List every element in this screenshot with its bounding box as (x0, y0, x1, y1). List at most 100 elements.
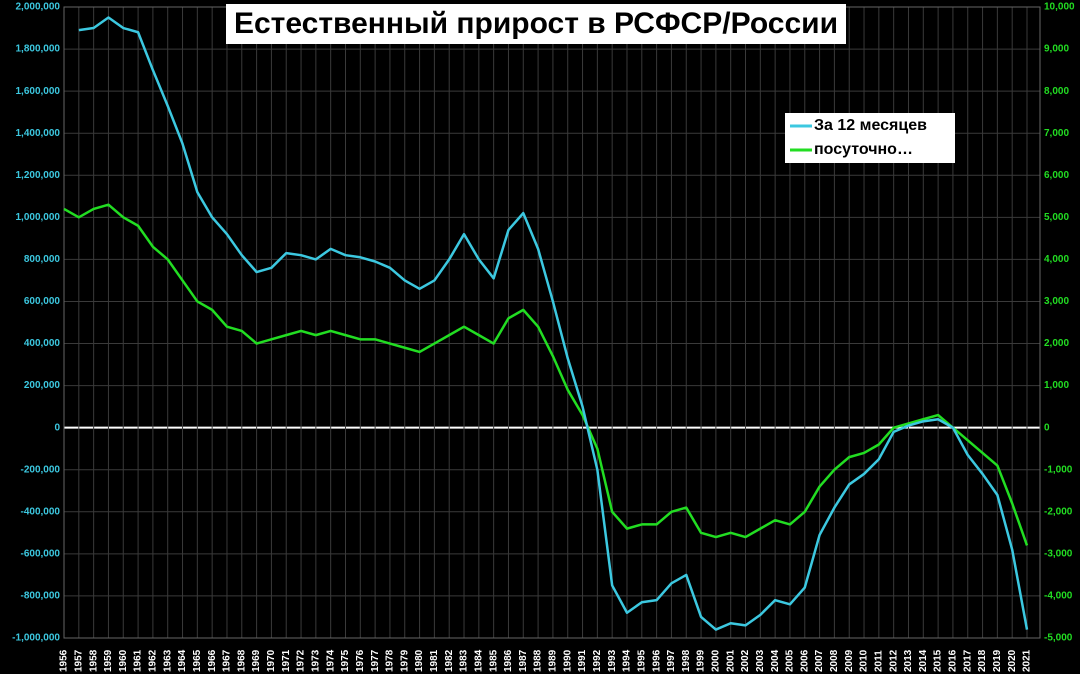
y-tick-label: 1,200,000 (16, 170, 61, 181)
x-tick-label: 2010 (859, 649, 870, 672)
x-tick-label: 1990 (562, 649, 573, 672)
x-tick-label: 1995 (636, 649, 647, 672)
x-tick-label: 1979 (399, 649, 410, 672)
x-tick-label: 2013 (903, 649, 914, 672)
x-tick-label: 2004 (770, 649, 781, 672)
x-tick-label: 1989 (548, 649, 559, 672)
y2-tick-label: 1,000 (1044, 380, 1069, 391)
x-tick-label: 2003 (755, 649, 766, 672)
y2-tick-label: -4,000 (1044, 591, 1073, 602)
x-tick-label: 1971 (281, 649, 292, 672)
y2-tick-label: -2,000 (1044, 506, 1073, 517)
x-tick-label: 1973 (311, 649, 322, 672)
x-tick-label: 1974 (325, 649, 336, 672)
x-tick-label: 2020 (1007, 649, 1018, 672)
x-tick-label: 1968 (236, 649, 247, 672)
y-tick-label: -400,000 (21, 506, 61, 517)
y-tick-label: 0 (54, 422, 60, 433)
x-tick-label: 1966 (207, 649, 218, 672)
y2-tick-label: -5,000 (1044, 633, 1073, 644)
legend (785, 113, 955, 163)
x-tick-label: 1956 (59, 649, 70, 672)
grid (63, 6, 1041, 639)
x-tick-label: 1997 (666, 649, 677, 672)
y-tick-label: -600,000 (21, 549, 61, 560)
y2-tick-label: 4,000 (1044, 254, 1069, 265)
x-tick-label: 1992 (592, 649, 603, 672)
legend-label: посуточно… (814, 141, 913, 158)
x-tick-label: 1965 (192, 649, 203, 672)
x-tick-label: 1982 (444, 649, 455, 672)
y-tick-label: 1,800,000 (16, 44, 61, 55)
x-tick-label: 2018 (977, 649, 988, 672)
x-tick-label: 2012 (888, 649, 899, 672)
x-tick-label: 1980 (414, 649, 425, 672)
y2-tick-label: 10,000 (1044, 2, 1075, 13)
x-tick-label: 1986 (503, 649, 514, 672)
x-tick-label: 1993 (607, 649, 618, 672)
x-tick-label: 1960 (118, 649, 129, 672)
marks (63, 16, 1029, 631)
x-tick-label: 1988 (533, 649, 544, 672)
x-tick-label: 1976 (355, 649, 366, 672)
x-tick-label: 2017 (962, 649, 973, 672)
x-tick-label: 1996 (651, 649, 662, 672)
x-tick-label: 1983 (459, 649, 470, 672)
y2-tick-label: 3,000 (1044, 296, 1069, 307)
y-tick-label: -1,000,000 (12, 633, 60, 644)
x-tick-label: 1958 (88, 649, 99, 672)
x-tick-label: 2015 (933, 649, 944, 672)
x-tick-label: 1998 (681, 649, 692, 672)
series-line (63, 203, 1029, 546)
y2-tick-label: -3,000 (1044, 549, 1073, 560)
chart-title: Естественный прирост в РСФСР/России (234, 7, 838, 40)
y-tick-label: 800,000 (24, 254, 61, 265)
series-line (78, 16, 1029, 631)
x-tick-label: 1967 (222, 649, 233, 672)
x-tick-label: 1975 (340, 649, 351, 672)
x-tick-label: 2009 (844, 649, 855, 672)
x-tick-label: 1977 (370, 649, 381, 672)
x-tick-label: 1994 (622, 649, 633, 672)
x-tick-label: 1959 (103, 649, 114, 672)
x-tick-label: 2014 (918, 649, 929, 672)
x-tick-label: 1985 (488, 649, 499, 672)
y2-tick-label: 7,000 (1044, 128, 1069, 139)
x-tick-label: 1963 (162, 649, 173, 672)
y-tick-label: 600,000 (24, 296, 61, 307)
x-tick-label: 2006 (799, 649, 810, 672)
x-tick-label: 2011 (873, 650, 884, 672)
x-tick-label: 1962 (148, 649, 159, 672)
y-tick-label: 1,400,000 (16, 128, 61, 139)
y-tick-label: 400,000 (24, 338, 61, 349)
y-tick-label: 1,600,000 (16, 86, 61, 97)
x-tick-label: 2021 (1022, 649, 1033, 672)
y2-tick-label: 0 (1044, 422, 1050, 433)
legend-entries: За 12 месяцев посуточно… (790, 117, 927, 158)
x-tick-label: 2002 (740, 649, 751, 672)
x-tick-label: 1964 (177, 649, 188, 672)
y-tick-label: -800,000 (21, 591, 61, 602)
x-tick-label: 2007 (814, 649, 825, 672)
x-tick-label: 2005 (785, 649, 796, 672)
y2-tick-label: 6,000 (1044, 170, 1069, 181)
y-tick-label: -200,000 (21, 464, 61, 475)
x-tick-label: 1957 (73, 649, 84, 672)
y2-tick-label: 5,000 (1044, 212, 1069, 223)
x-tick-label: 1969 (251, 649, 262, 672)
x-tick-label: 1981 (429, 649, 440, 672)
y2-tick-label: 8,000 (1044, 86, 1069, 97)
y2-tick-label: 9,000 (1044, 44, 1069, 55)
x-tick-label: 1961 (133, 649, 144, 672)
x-tick-label: 1984 (473, 649, 484, 672)
x-tick-label: 1972 (296, 649, 307, 672)
x-tick-label: 2019 (992, 649, 1003, 672)
y-tick-label: 2,000,000 (16, 2, 61, 13)
y2-tick-label: 2,000 (1044, 338, 1069, 349)
x-tick-label: 1999 (696, 649, 707, 672)
legend-label: За 12 месяцев (814, 117, 927, 134)
title-box (226, 4, 846, 44)
x-tick-label: 1970 (266, 649, 277, 672)
y2-tick-label: -1,000 (1044, 464, 1073, 475)
